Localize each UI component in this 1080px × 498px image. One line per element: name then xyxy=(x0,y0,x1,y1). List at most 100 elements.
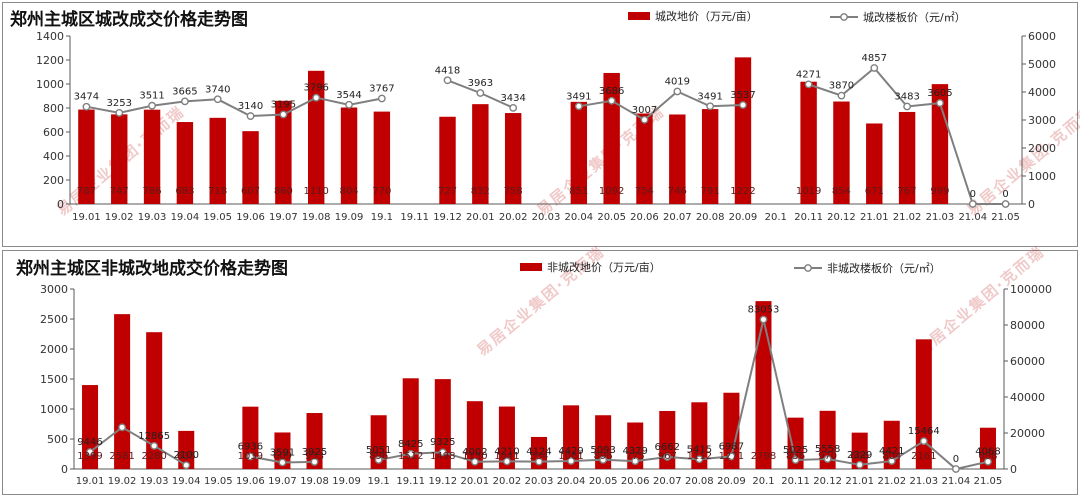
x-tick-label: 19.09 xyxy=(335,212,364,223)
bar-data-label: 1039 xyxy=(238,451,263,462)
line-point xyxy=(82,102,91,111)
line-data-label: 0 xyxy=(953,454,959,465)
bar xyxy=(308,70,325,204)
bar xyxy=(370,415,387,469)
bar xyxy=(114,314,131,469)
bar-data-label: 1019 xyxy=(796,186,821,197)
line-point xyxy=(476,89,485,97)
line-point xyxy=(607,96,616,105)
legend-bar-swatch xyxy=(628,12,650,20)
line-data-label: 3665 xyxy=(172,86,197,97)
bar-data-label: 770 xyxy=(372,186,391,197)
line-data-label: 4271 xyxy=(796,69,821,80)
line-data-label: 5051 xyxy=(366,445,391,456)
line-point xyxy=(727,452,736,461)
bar-data-label: 860 xyxy=(274,186,293,197)
bar xyxy=(603,72,620,205)
bar-data-label: 896 xyxy=(369,451,388,462)
x-tick-label: 20.04 xyxy=(565,212,594,223)
x-tick-label: 19.02 xyxy=(105,212,134,223)
bar-data-label: 688 xyxy=(978,451,997,462)
bar-data-label: 1130 xyxy=(462,451,487,462)
x-tick-label: 20.04 xyxy=(557,476,586,487)
line-data-label: 3140 xyxy=(238,101,263,112)
bar-data-label: 2581 xyxy=(109,451,134,462)
bar-data-label: 896 xyxy=(594,451,613,462)
x-tick-label: 19.06 xyxy=(236,212,265,223)
x-tick-label: 20.02 xyxy=(499,212,528,223)
x-tick-label: 20.12 xyxy=(827,212,856,223)
bar-data-label: 635 xyxy=(177,451,196,462)
line-point xyxy=(837,91,846,100)
line-point xyxy=(855,460,864,469)
line-data-label: 0 xyxy=(970,189,976,200)
line-point xyxy=(823,455,832,463)
x-tick-label: 19.05 xyxy=(204,476,233,487)
x-tick-label: 20.01 xyxy=(466,212,495,223)
line-point xyxy=(345,100,353,109)
bar-data-label: 1061 xyxy=(558,451,583,462)
line-data-label: 12865 xyxy=(138,431,170,442)
line-point xyxy=(312,93,321,102)
bar xyxy=(143,109,161,204)
x-tick-label: 21.01 xyxy=(860,212,889,223)
x-tick-label: 20.06 xyxy=(621,476,650,487)
bar-data-label: 804 xyxy=(339,186,358,197)
line-point xyxy=(438,448,447,457)
line-point xyxy=(673,87,682,96)
line-point xyxy=(968,200,977,208)
line-data-label: 3544 xyxy=(336,90,361,101)
bar-data-label: 2798 xyxy=(751,451,776,462)
line-data-label: 6662 xyxy=(655,442,680,453)
line-data-label: 3491 xyxy=(697,91,722,102)
x-tick-label: 20.07 xyxy=(653,476,682,487)
line-point xyxy=(86,448,94,456)
legend-line-label: 非城改楼板价（元/㎡） xyxy=(827,261,941,275)
line-data-label: 5093 xyxy=(590,445,615,456)
series-line xyxy=(89,426,187,467)
bar xyxy=(146,332,163,469)
x-tick-label: 20.01 xyxy=(461,476,490,487)
bar xyxy=(439,116,456,204)
chart-panel-bottom xyxy=(2,250,1078,495)
line-data-label: 4857 xyxy=(862,53,887,64)
x-tick-label: 19.07 xyxy=(268,476,297,487)
x-tick-label: 19.03 xyxy=(138,212,167,223)
line-point xyxy=(1001,200,1010,208)
legend-line-marker xyxy=(840,13,848,21)
x-tick-label: 20.1 xyxy=(765,212,787,223)
y-right-tick-label: 2000 xyxy=(1028,142,1056,155)
x-tick-label: 21.02 xyxy=(877,476,906,487)
x-tick-label: 21.03 xyxy=(926,212,955,223)
bar xyxy=(833,101,850,204)
line-point xyxy=(180,97,189,106)
bar-data-label: 1399 xyxy=(77,451,102,462)
bar-data-label: 791 xyxy=(701,186,720,197)
x-tick-label: 19.06 xyxy=(236,476,265,487)
x-tick-label: 20.1 xyxy=(752,476,774,487)
bar xyxy=(755,301,772,469)
bar xyxy=(306,413,323,469)
x-tick-label: 21.03 xyxy=(910,476,939,487)
bar xyxy=(636,113,653,204)
line-point xyxy=(377,94,386,103)
bar xyxy=(466,401,483,469)
bar-data-label: 609 xyxy=(273,451,292,462)
bar-data-label: 787 xyxy=(77,186,96,197)
bar-data-label: 1222 xyxy=(730,186,755,197)
bar-data-label: 967 xyxy=(658,451,677,462)
line-point xyxy=(903,102,912,111)
line-point xyxy=(567,457,575,465)
x-tick-label: 19.09 xyxy=(332,476,361,487)
bar-data-label: 832 xyxy=(471,186,490,197)
line-point xyxy=(246,452,255,461)
line-point xyxy=(936,99,944,107)
bar xyxy=(915,339,932,469)
bar-data-label: 999 xyxy=(930,186,949,197)
bar xyxy=(373,111,391,204)
line-data-label: 3870 xyxy=(829,81,854,92)
line-data-label: 4124 xyxy=(526,447,551,458)
series-line xyxy=(86,96,383,118)
x-tick-label: 19.1 xyxy=(368,476,390,487)
